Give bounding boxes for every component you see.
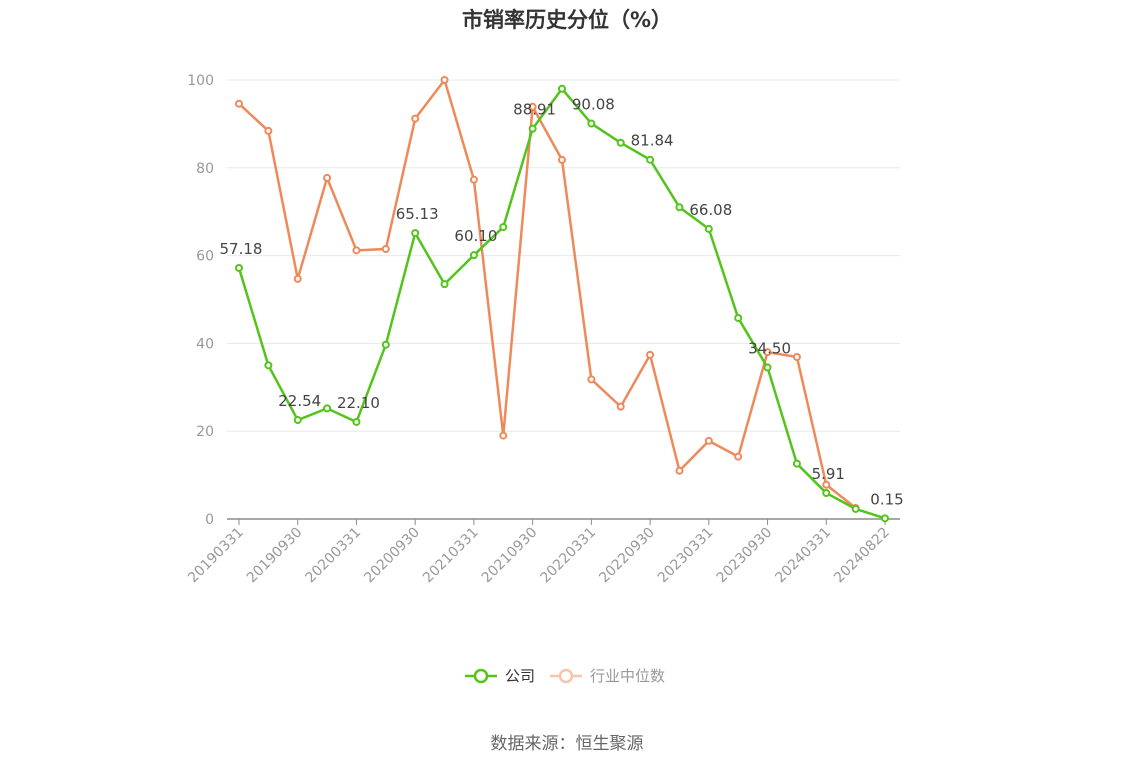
legend-marker: [558, 668, 574, 684]
data-label: 22.10: [337, 394, 380, 412]
data-point-company: [381, 340, 390, 349]
data-point-industry-median: [264, 126, 273, 135]
legend-item-industry-median: 行业中位数: [550, 667, 665, 685]
x-tick-label: 20230930: [714, 525, 776, 587]
data-point-company: [616, 138, 625, 147]
data-point-company: [851, 504, 860, 513]
data-point-industry-median: [587, 375, 596, 384]
data-label: 88.91: [513, 101, 556, 119]
data-point-industry-median: [293, 274, 302, 283]
data-point-industry-median: [704, 436, 713, 445]
data-label: 34.50: [748, 340, 791, 358]
data-point-industry-median: [381, 245, 390, 254]
data-point-industry-median: [792, 353, 801, 362]
data-point-industry-median: [411, 114, 420, 123]
data-point-company: [235, 263, 243, 272]
data-label: 81.84: [631, 132, 674, 150]
data-label: 57.18: [220, 240, 263, 258]
data-point-company: [469, 251, 478, 260]
data-point-industry-median: [734, 452, 743, 461]
data-point-company: [528, 124, 537, 133]
data-point-company: [440, 280, 449, 289]
data-label: 5.91: [812, 465, 845, 483]
data-point-company: [675, 203, 684, 212]
data-point-company: [646, 155, 655, 164]
x-tick-label: 20190331: [185, 525, 247, 587]
data-point-industry-median: [646, 350, 655, 359]
data-point-company: [792, 459, 801, 468]
data-point-company: [704, 224, 713, 233]
data-label: 0.15: [870, 490, 903, 508]
data-point-industry-median: [440, 76, 449, 84]
data-point-company: [763, 363, 772, 372]
data-label: 22.54: [278, 392, 321, 410]
data-point-company: [264, 361, 273, 370]
x-tick-label: 20200331: [303, 525, 365, 587]
data-label: 90.08: [572, 96, 615, 114]
x-tick-label: 20190930: [244, 525, 306, 587]
legend-marker: [473, 668, 489, 684]
chart-title: 市销率历史分位（%）: [461, 8, 673, 32]
data-source-note: 数据来源：恒生聚源: [490, 734, 644, 754]
x-tick-label: 20210930: [479, 525, 541, 587]
data-point-company: [293, 416, 302, 425]
x-tick-label: 20240331: [772, 525, 834, 587]
data-point-industry-median: [499, 431, 508, 440]
data-point-industry-median: [469, 175, 478, 184]
data-point-company: [587, 119, 596, 128]
x-tick-label: 20220930: [596, 525, 658, 587]
data-point-industry-median: [558, 155, 566, 164]
data-point-industry-median: [675, 466, 684, 475]
data-label: 66.08: [689, 201, 732, 219]
x-tick-label: 20230331: [655, 525, 717, 587]
data-point-industry-median: [822, 480, 831, 489]
series-line-company: [237, 87, 886, 520]
y-tick-label: 80: [196, 161, 214, 177]
data-point-industry-median: [528, 102, 537, 111]
x-tick-label: 20240822: [831, 525, 893, 587]
data-point-industry-median: [352, 246, 361, 255]
data-point-industry-median: [323, 173, 332, 182]
data-point-industry-median: [235, 99, 243, 108]
y-tick-label: 20: [196, 424, 214, 440]
data-point-company: [558, 84, 566, 93]
legend-label: 公司: [505, 667, 535, 685]
data-label: 65.13: [396, 205, 439, 223]
y-tick-label: 0: [205, 512, 214, 528]
data-point-company: [499, 223, 508, 232]
data-point-company: [881, 514, 889, 523]
data-point-company: [822, 489, 831, 498]
data-point-company: [411, 229, 420, 238]
y-tick-label: 40: [196, 336, 214, 352]
data-label: 60.10: [454, 227, 497, 245]
y-tick-label: 60: [196, 249, 214, 265]
y-tick-label: 100: [187, 73, 214, 89]
data-point-company: [734, 313, 743, 322]
data-labels: 57.18 22.54 22.10 65.13 60.10 88.91 90.08 81.84…: [220, 96, 904, 509]
x-tick-label: 20210331: [420, 525, 482, 587]
data-point-industry-median: [763, 348, 772, 357]
data-point-company: [323, 404, 332, 413]
data-points: [235, 76, 889, 523]
legend-item-company: 公司: [465, 667, 535, 685]
axes: 0 20 40 60 80 100 2019033120190930202003312020…: [185, 73, 900, 586]
grid-lines: [227, 79, 900, 432]
x-tick-label: 20220331: [537, 525, 599, 587]
x-tick-label: 20200930: [361, 525, 423, 587]
legend: 公司 行业中位数: [465, 667, 665, 685]
series-lines: [237, 78, 886, 520]
series-line-industry-median: [238, 78, 857, 510]
legend-label: 行业中位数: [590, 667, 665, 685]
data-point-industry-median: [616, 402, 625, 411]
data-point-company: [352, 417, 361, 426]
